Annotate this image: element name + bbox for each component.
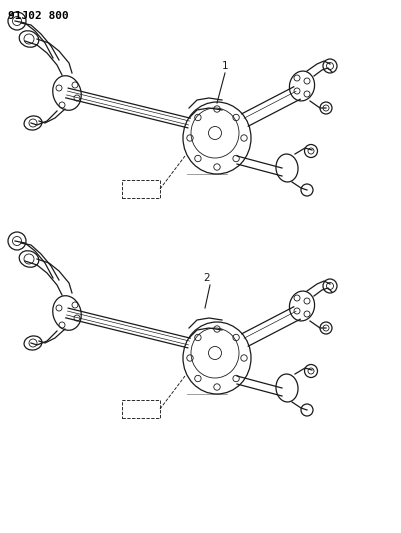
- Bar: [122, 180, 160, 198]
- Text: 1: 1: [222, 61, 228, 71]
- Bar: [122, 400, 160, 418]
- Text: 91J02 800: 91J02 800: [8, 11, 69, 21]
- Text: 2: 2: [204, 273, 210, 283]
